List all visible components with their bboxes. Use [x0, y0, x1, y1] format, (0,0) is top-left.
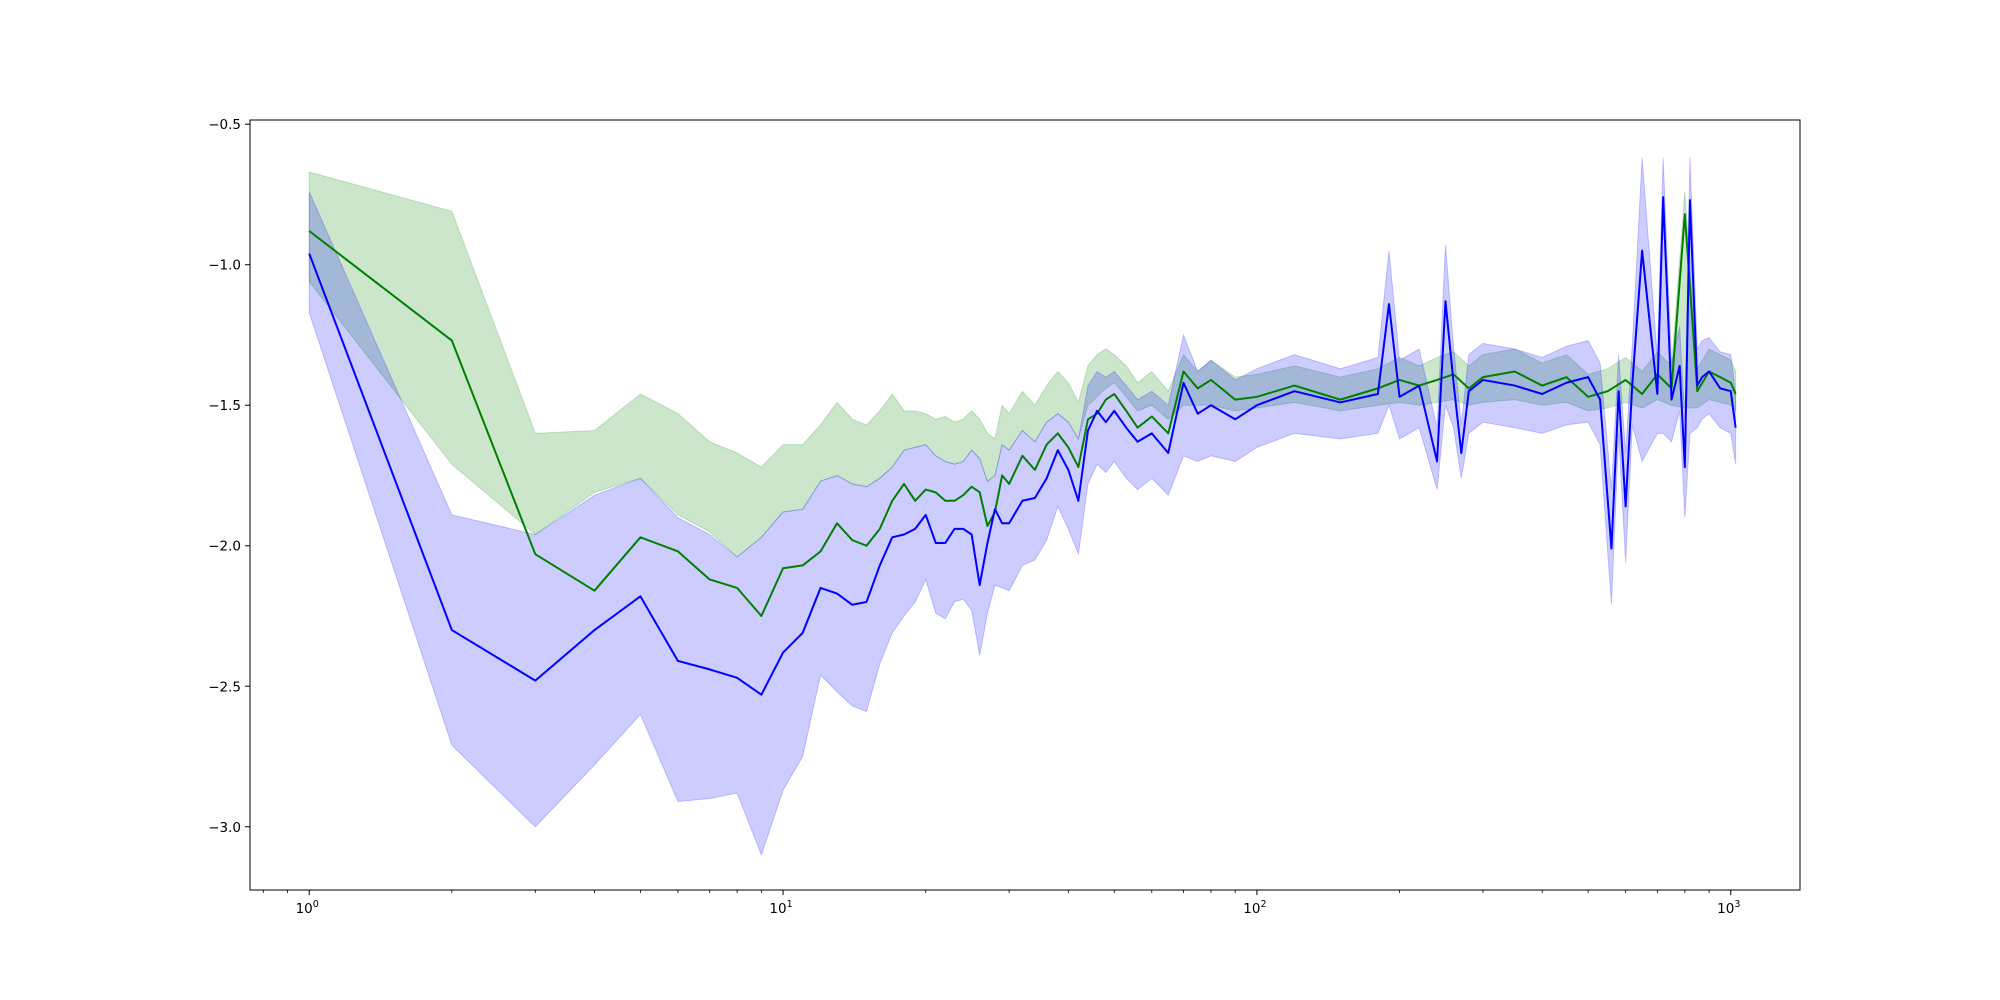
plot-area [308, 157, 1737, 857]
y-tick-label: −2.5 [208, 679, 241, 695]
series-0-band [308, 171, 1737, 558]
x-tick-label: 103 [1717, 899, 1740, 917]
x-tick-label: 100 [296, 899, 319, 917]
axes: −0.5 −1.0 −1.5 −2.0 −2.5 −3.0 100 101 102 103 [208, 117, 1740, 917]
y-tick-label: −0.5 [208, 117, 241, 133]
x-tick-label: 102 [1243, 899, 1266, 917]
y-tick-label: −3.0 [208, 820, 241, 836]
axes-frame [249, 119, 1801, 891]
y-tick-label: −2.0 [208, 539, 241, 555]
y-tick-label: −1.0 [208, 258, 241, 274]
series-1-band [308, 157, 1737, 857]
series-1-line [308, 196, 1737, 696]
series-0-line [308, 213, 1737, 617]
x-tick-label: 101 [769, 899, 792, 917]
y-tick-label: −1.5 [208, 398, 241, 414]
